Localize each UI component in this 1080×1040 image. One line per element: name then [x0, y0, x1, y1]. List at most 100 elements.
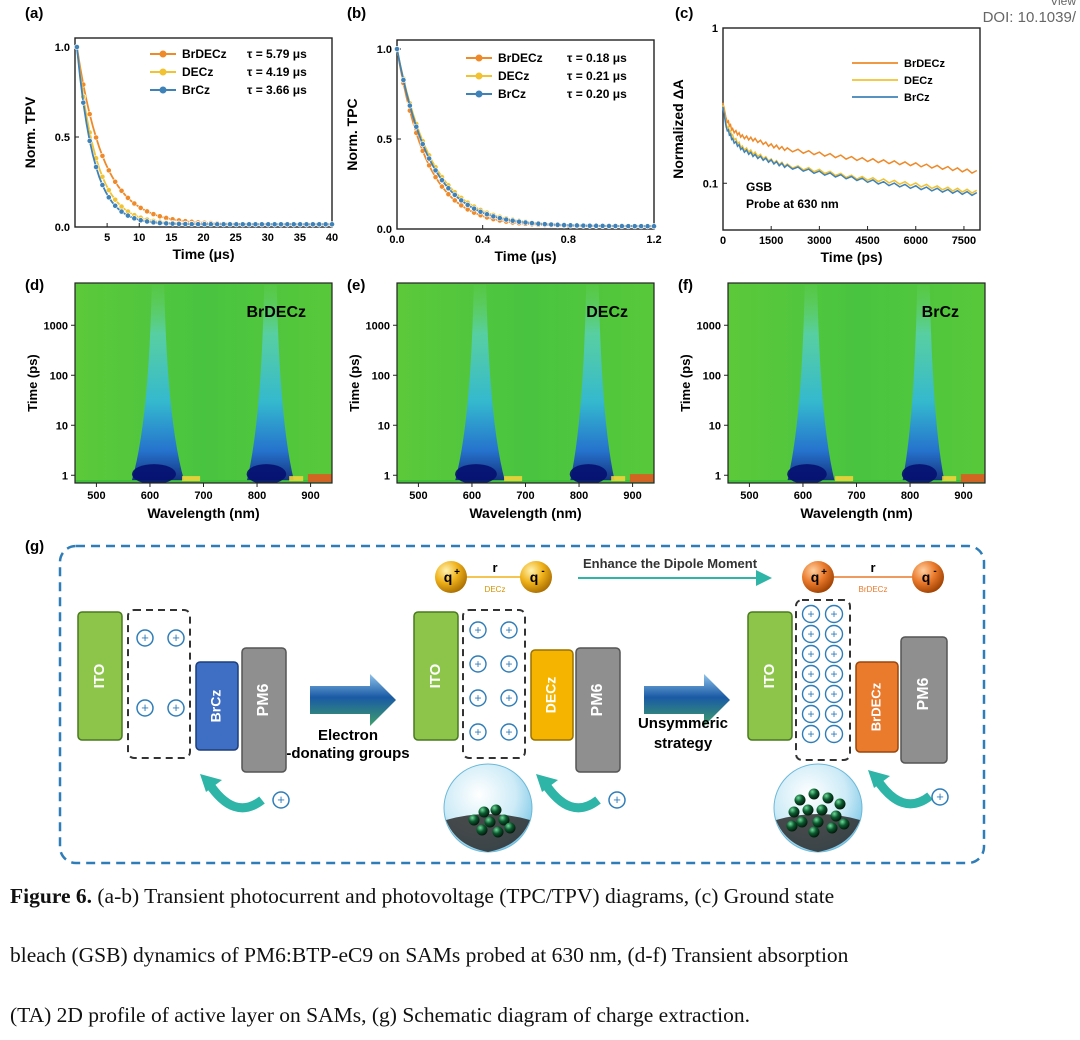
hole-charge: [500, 723, 518, 741]
induced-absorption-band: [629, 474, 654, 483]
data-point: [638, 223, 645, 230]
enhance-dipole-arrow: Enhance the Dipole Moment: [578, 556, 772, 586]
y-tick-label: 1: [62, 470, 68, 482]
data-point: [309, 221, 316, 228]
panel-label: (c): [675, 5, 693, 22]
data-point: [580, 222, 587, 229]
acceptor-domain: [476, 824, 488, 836]
data-point: [303, 221, 310, 228]
data-point: [156, 213, 163, 220]
bleach-band: [902, 285, 945, 481]
x-axis-label: Time (ps): [821, 249, 883, 265]
hole-charge: [801, 624, 821, 644]
data-point: [625, 223, 632, 230]
svg-text:q: q: [444, 569, 453, 585]
q-plus-ball-2: [802, 561, 834, 593]
y-tick-label: 100: [703, 370, 721, 382]
svg-text:+: +: [141, 700, 149, 715]
y-axis-label: Time (ps): [25, 354, 40, 412]
svg-text:-: -: [541, 566, 544, 577]
data-point: [150, 211, 157, 218]
hole-charge: [801, 724, 821, 744]
x-tick-label: 600: [463, 490, 481, 502]
series-line-DECz: [722, 104, 978, 194]
data-point: [105, 194, 112, 201]
data-point: [439, 183, 445, 190]
y-tick-label: 1000: [44, 320, 68, 332]
data-point: [413, 123, 420, 130]
hole-charge: [824, 604, 844, 624]
hole-charge: [824, 684, 844, 704]
ito-box-3: [747, 611, 793, 741]
data-point: [144, 208, 150, 215]
data-point: [445, 191, 452, 198]
induced-absorption-band: [960, 474, 985, 483]
legend-tau: τ = 5.79 μs: [247, 47, 307, 61]
x-tick-label: 600: [141, 490, 159, 502]
svg-text:r: r: [870, 560, 875, 575]
hole-charge: [801, 604, 821, 624]
y-tick-label: 100: [372, 370, 390, 382]
data-point: [252, 221, 259, 228]
data-point: [574, 222, 580, 229]
data-point: [99, 182, 106, 188]
hole-charge-sign: +: [474, 657, 481, 671]
caption-figure-label: Figure 6.: [10, 884, 93, 908]
y-tick-label: 0.5: [377, 134, 392, 146]
hole-charge-sign: +: [474, 691, 481, 705]
legend-label: DECz: [904, 75, 933, 87]
data-point: [137, 205, 144, 211]
chart-1: 0.0 0.4 0.8 1.2 0.0 0.5 1.0 Time (μs) Norm. TPC (…: [344, 5, 662, 264]
svg-text:+: +: [454, 567, 460, 578]
bleach-peak: [246, 464, 287, 483]
hole-charge: [824, 644, 844, 664]
svg-text:+: +: [821, 567, 827, 578]
x-tick-label: 700: [516, 490, 534, 502]
hole-charge: [469, 723, 487, 741]
heatmap-DECz: 500 600 700 800 900 1 10 100 1000 Wavelength (nm)…: [347, 277, 655, 521]
legend-marker: [159, 50, 167, 58]
data-point: [529, 220, 535, 227]
sam-label-brdecz: BrDECz: [868, 682, 883, 731]
ito-label-1: ITO: [91, 663, 108, 688]
svg-text:+: +: [172, 630, 180, 645]
sam-region-1: [127, 609, 191, 759]
svg-text:+: +: [936, 789, 944, 804]
x-tick-label: 7500: [952, 235, 976, 247]
acceptor-domain: [468, 814, 480, 826]
data-point: [432, 174, 439, 181]
bleach-peak: [455, 464, 497, 483]
data-point: [561, 222, 567, 229]
legend-tau: τ = 0.21 μs: [567, 69, 627, 83]
legend-marker: [475, 54, 483, 62]
hole-free-1: [272, 791, 290, 809]
hole-charge: [500, 689, 518, 707]
y-axis-label: Normalized ΔA: [670, 79, 686, 179]
data-point: [163, 220, 170, 227]
data-point: [220, 221, 227, 228]
data-point: [195, 221, 201, 228]
ito-label-3: ITO: [761, 663, 778, 688]
x-tick-label: 800: [570, 490, 588, 502]
data-point: [227, 221, 233, 228]
data-point: [201, 221, 208, 228]
data-point: [554, 221, 561, 228]
acceptor-domain: [830, 810, 842, 822]
legend-marker: [159, 86, 167, 94]
hole-charge-sign: +: [830, 727, 837, 741]
transfer-arrow-1: [204, 779, 265, 813]
sam-region-2: [462, 609, 526, 759]
data-point: [426, 155, 433, 162]
x-tick-label: 0.4: [475, 234, 491, 246]
x-tick-label: 800: [248, 490, 266, 502]
acceptor-domain: [826, 822, 838, 834]
data-point: [471, 205, 477, 212]
x-axis-label: Wavelength (nm): [147, 505, 259, 521]
hole-charge: [824, 664, 844, 684]
data-point: [278, 221, 284, 228]
panel-label: (a): [25, 5, 43, 22]
y-tick-label: 1000: [366, 320, 390, 332]
hole-charge-sign: +: [505, 691, 512, 705]
y-axis-label: Time (ps): [347, 354, 362, 412]
legend-tau: τ = 3.66 μs: [247, 83, 307, 97]
